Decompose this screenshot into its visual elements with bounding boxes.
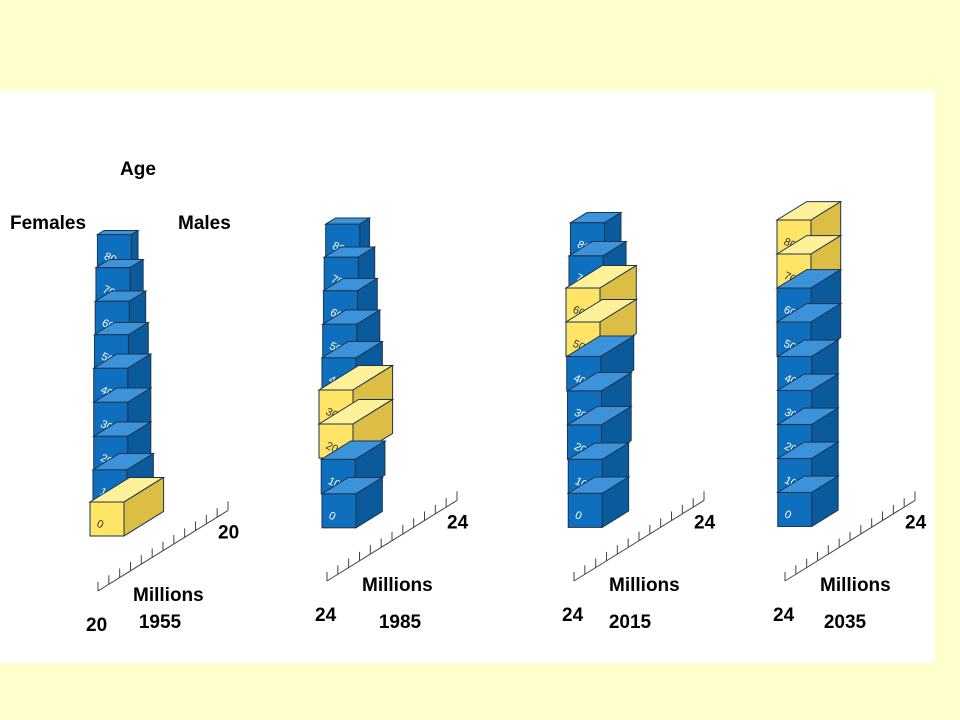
male-scale-1985: 24 (447, 512, 469, 533)
year-label-2015: 2015 (609, 612, 652, 633)
pyramid-2015: 80+7060504030201002424Millions2015 (562, 211, 716, 633)
age-tick-2015-0: 0 (573, 509, 584, 522)
age-tick-1985-0: 0 (327, 510, 338, 523)
females-label: Females (10, 213, 86, 234)
bar-1985-age-0 (320, 476, 385, 529)
year-label-1985: 1985 (379, 612, 422, 633)
bar-1985-age-80+ (323, 217, 372, 260)
males-label: Males (178, 213, 231, 234)
female-scale-2015: 24 (562, 605, 584, 626)
bar-1955-age-0 (88, 476, 166, 537)
depth-axis-2015 (573, 491, 705, 582)
millions-label-2035: Millions (820, 575, 891, 596)
bar-2015-age-0 (566, 476, 631, 529)
year-label-1955: 1955 (139, 612, 182, 633)
female-scale-1985: 24 (315, 605, 337, 626)
age-label: Age (120, 159, 156, 180)
population-pyramids-chart: 80+7060504030201002020Millions195580+706… (10, 159, 927, 636)
male-scale-2015: 24 (694, 512, 716, 533)
chart-panel: 80+7060504030201002020Millions195580+706… (0, 91, 935, 663)
millions-label-2015: Millions (609, 575, 680, 596)
pyramids-layer: 80+7060504030201002020Millions195580+706… (86, 200, 927, 636)
millions-label-1985: Millions (362, 575, 433, 596)
age-tick-1955-0: 0 (95, 518, 106, 531)
pyramid-1955: 80+7060504030201002020Millions1955 (86, 229, 239, 636)
depth-axis-1955 (97, 501, 229, 592)
male-scale-1955: 20 (218, 522, 239, 543)
depth-axis-2035 (784, 491, 916, 582)
year-label-2035: 2035 (824, 612, 867, 633)
bar-2035-age-50 (775, 302, 843, 357)
male-scale-2035: 24 (905, 512, 927, 533)
depth-axis-1985 (326, 491, 458, 582)
pyramid-1985: 80+7060504030201002424Millions1985 (315, 217, 469, 633)
female-scale-2035: 24 (773, 605, 795, 626)
bar-2035-age-0 (775, 475, 840, 528)
millions-label-1955: Millions (133, 585, 204, 606)
female-scale-1955: 20 (86, 615, 107, 636)
age-tick-2035-0: 0 (782, 508, 793, 521)
